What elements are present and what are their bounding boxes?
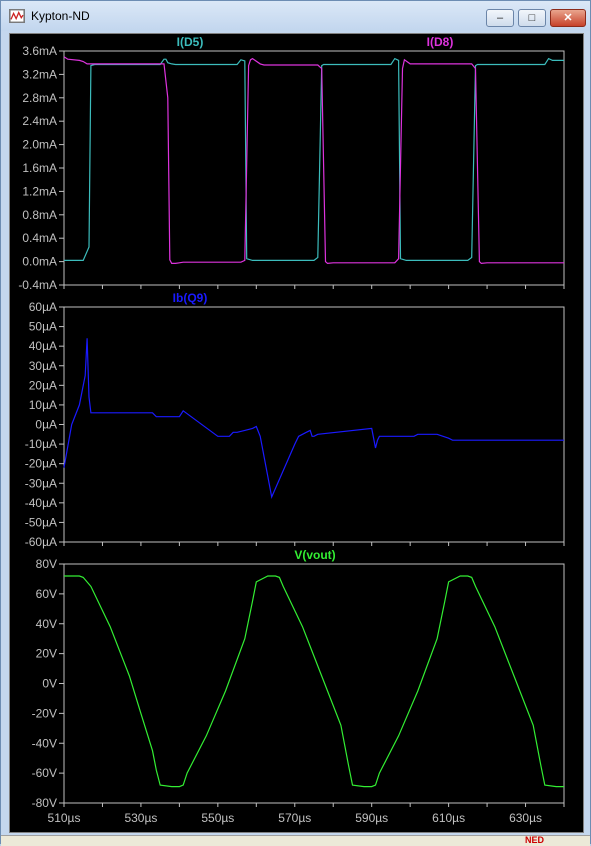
pane-frame-2 [63,306,565,543]
title-bar[interactable]: Kypton-ND – □ ✕ [1,1,590,31]
plot-area[interactable]: 3.6mA 3.2mA 2.8mA 2.4mA 2.0mA 1.6mA 1.2mA 0.8mA… [9,33,584,833]
status-text: NED [525,835,545,845]
window-title: Kypton-ND [31,9,90,23]
y-tick-label: -30µA [25,476,57,490]
y-tick-label: 30µA [29,359,57,373]
y-tick-label: -0.4mA [18,278,57,292]
y-tick-label: 60µA [29,300,57,314]
y-tick-label: 20V [36,647,57,661]
y-tick-label: 40V [36,617,57,631]
y-tick-label: -20V [32,706,57,720]
status-bar: NED [1,835,590,846]
y-tick-label: 0.0mA [22,255,57,269]
y-tick-label: -40V [32,736,57,750]
minimize-button[interactable]: – [486,9,514,27]
y-tick-label: 80V [36,557,57,571]
y-tick-label: -40µA [25,496,57,510]
series-label: Ib(Q9) [173,291,208,305]
y-tick-label: 0.4mA [22,231,57,245]
waveform-plot[interactable]: 3.6mA 3.2mA 2.8mA 2.4mA 2.0mA 1.6mA 1.2mA 0.8mA… [10,34,583,832]
series-line-V(vout) [64,575,564,788]
pane-frame-3 [63,563,565,804]
close-button[interactable]: ✕ [550,9,586,27]
y-tick-label: 3.2mA [22,67,57,81]
y-tick-label: 3.6mA [22,44,57,58]
series-line-Ib(Q9) [63,338,564,500]
x-tick-label: 630µs [509,811,542,825]
series-label: I(D5) [177,35,204,49]
y-tick-label: 0µA [35,418,57,432]
waveform-icon [9,9,25,23]
y-tick-label: -60µA [25,535,57,549]
series-label: V(vout) [294,548,335,562]
y-tick-label: 0V [42,677,57,691]
x-tick-label: 570µs [278,811,311,825]
y-tick-label: -20µA [25,457,57,471]
series-line-I(D5) [64,57,564,261]
maximize-button[interactable]: □ [518,9,546,27]
y-tick-label: -50µA [25,515,57,529]
y-tick-label: 60V [36,587,57,601]
y-tick-label: -80V [32,796,57,810]
pane-frame-1 [63,50,565,286]
x-tick-label: 590µs [355,811,388,825]
y-tick-label: 1.6mA [22,161,57,175]
series-label: I(D8) [427,35,454,49]
y-tick-label: 40µA [29,339,57,353]
y-tick-label: -10µA [25,437,57,451]
y-tick-label: 20µA [29,378,57,392]
y-tick-label: 10µA [29,398,57,412]
y-tick-label: 2.0mA [22,138,57,152]
y-tick-label: 0.8mA [22,208,57,222]
y-tick-label: 50µA [29,320,57,334]
y-tick-label: 2.4mA [22,114,57,128]
x-tick-label: 610µs [432,811,465,825]
x-tick-label: 550µs [201,811,234,825]
y-tick-label: 2.8mA [22,91,57,105]
x-tick-label: 510µs [48,811,81,825]
x-tick-label: 530µs [124,811,157,825]
y-tick-label: 1.2mA [22,184,57,198]
series-line-I(D8) [63,56,564,265]
y-tick-label: -60V [32,766,57,780]
